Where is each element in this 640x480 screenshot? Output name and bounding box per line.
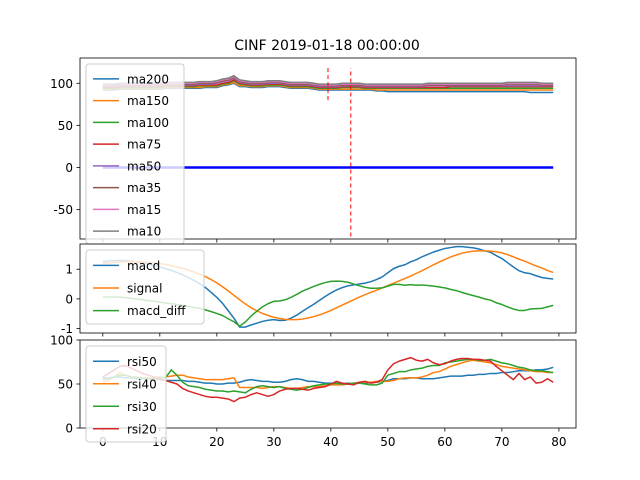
plot-area [102,356,554,403]
legend-label-signal: signal [127,282,163,296]
y-tick-label: 0 [65,292,73,306]
legend: rsi50 rsi40 rsi30 rsi20 [85,345,167,443]
legend-label-macd: macd [127,259,160,273]
series-line-rsi50 [102,366,554,385]
x-tick-label: 40 [323,435,338,449]
legend-label-ma15: ma15 [127,203,161,217]
x-tick-label: 70 [494,435,509,449]
legend: ma200 ma150 ma100 ma75 ma50 ma35 ma15 ma10 [85,63,185,245]
chart-title: CINF 2019-01-18 00:00:00 [234,38,420,54]
legend-label-ma150: ma150 [127,94,169,108]
legend-label-ma10: ma10 [127,225,161,239]
y-tick-label: -1 [61,322,73,336]
legend-box [85,249,205,325]
legend: macd signal macd_diff [85,249,205,325]
legend-label-ma200: ma200 [127,72,169,86]
axes-frame [79,57,577,240]
y-tick-label: 0 [65,422,73,436]
legend-label-ma100: ma100 [127,116,169,130]
legend-box [85,345,167,443]
series-line-rsi20 [102,356,554,403]
axes-frame [79,243,577,334]
x-tick-label: 30 [266,435,281,449]
x-tick-label: 20 [209,435,224,449]
panel-moving-averages: -50 0 50 100 ma200 ma150 ma100 ma75 ma50 ma35 ma15… [50,57,577,245]
y-tick-label: 50 [58,119,73,133]
legend-label-rsi40: rsi40 [127,377,157,391]
legend-label-ma50: ma50 [127,159,161,173]
legend-label-ma35: ma35 [127,181,161,195]
legend-label-macd_diff: macd_diff [127,304,186,318]
legend-label-ma75: ma75 [127,138,161,152]
y-tick-label: 100 [50,77,73,91]
y-tick-label: 1 [65,263,73,277]
legend-label-rsi20: rsi20 [127,422,157,436]
x-tick-label: 60 [437,435,452,449]
legend-label-rsi30: rsi30 [127,400,157,414]
legend-box [85,63,185,245]
legend-label-rsi50: rsi50 [127,355,157,369]
panel-macd: -1 0 1 macd signal macd_diff [61,243,577,337]
y-tick-label: 0 [65,161,73,175]
x-tick-label: 80 [551,435,566,449]
x-tick-label: 50 [380,435,395,449]
panel-rsi: 05010001020304050607080rsi50rsi40rsi30rs… [50,334,577,449]
y-tick-label: 50 [58,378,73,392]
y-tick-label: 100 [50,334,73,348]
y-tick-label: -50 [53,203,73,217]
